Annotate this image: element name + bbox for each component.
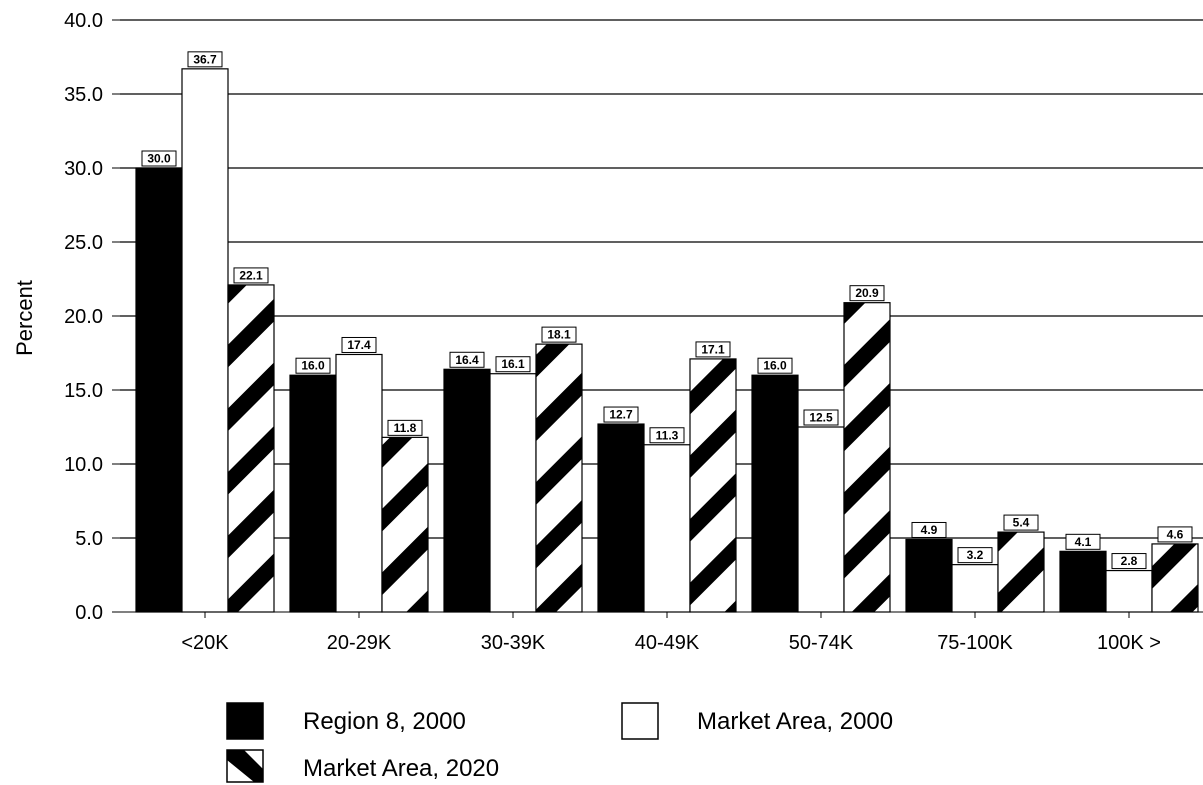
data-label-box (141, 150, 177, 167)
data-label-box (387, 419, 423, 436)
data-label-box (1111, 553, 1147, 570)
data-label-box (849, 285, 885, 302)
data-label-box (957, 547, 993, 564)
data-label-region-8-2000-100k: 4.1 (1075, 535, 1092, 549)
data-label-region-8-2000-40-49k: 12.7 (609, 408, 633, 422)
bar-market-area-2000-40-49k (643, 444, 691, 613)
legend-label-region-8-2000: Region 8, 2000 (303, 708, 466, 735)
y-tick-label: 10.0 (64, 454, 103, 476)
data-label-market-area-2020-30-39k: 18.1 (547, 328, 571, 342)
data-label-box (1065, 533, 1101, 550)
data-labels: 30.0 36.7 22.1 16.0 17.4 11.8 16.4 16.1 18.1 12.7… (141, 51, 1193, 570)
x-axis: <20K 20-29K 30-39K 40-49K 50-74K 75-100K 100K … (120, 611, 1203, 654)
bar-market-area-2000-20-29k (335, 353, 383, 613)
data-label-box (911, 521, 947, 538)
y-tick-label: 20.0 (64, 306, 103, 328)
y-axis-title: Percent (12, 280, 37, 356)
bar-market-area-2020-40-49k (689, 358, 737, 613)
bar-region-8-2000-50-74k (751, 374, 799, 613)
bar-market-area-2020-75-100k (997, 531, 1045, 613)
y-tick-label: 0.0 (75, 602, 103, 624)
y-tick-label: 35.0 (64, 84, 103, 106)
legend-label-market-area-2000: Market Area, 2000 (697, 708, 893, 735)
bar-region-8-2000-30-39k (443, 368, 491, 613)
data-label-box (341, 336, 377, 353)
data-label-box (603, 406, 639, 423)
x-tick-label: 40-49K (635, 632, 700, 654)
data-label-market-area-2000-20k: 36.7 (193, 52, 217, 66)
data-label-box (233, 267, 269, 284)
data-label-region-8-2000-20-29k: 16.0 (301, 359, 325, 373)
data-label-box (757, 357, 793, 374)
bar-market-area-2020-20k (227, 284, 275, 613)
data-label-region-8-2000-75-100k: 4.9 (921, 523, 938, 537)
bars (135, 68, 1199, 613)
data-label-box (187, 51, 223, 68)
data-label-market-area-2000-50-74k: 12.5 (809, 411, 833, 425)
x-tick-label: 20-29K (327, 632, 392, 654)
x-tick-label: 50-74K (789, 632, 854, 654)
bar-market-area-2000-100k (1105, 569, 1153, 613)
bar-market-area-2000-30-39k (489, 373, 537, 613)
data-label-region-8-2000-30-39k: 16.4 (455, 353, 479, 367)
data-label-market-area-2020-20-29k: 11.8 (394, 421, 417, 435)
data-label-market-area-2020-100k: 4.6 (1167, 527, 1184, 541)
data-label-box (541, 326, 577, 343)
y-axis: 0.0 5.0 10.0 15.0 20.0 25.0 30.0 35.0 40.0 (64, 10, 120, 624)
data-label-market-area-2000-40-49k: 11.3 (656, 428, 679, 442)
x-tick-label: 100K > (1097, 632, 1161, 654)
bar-region-8-2000-100k (1059, 550, 1107, 613)
data-label-box (649, 427, 685, 444)
y-tick-label: 25.0 (64, 232, 103, 254)
bar-region-8-2000-20-29k (289, 374, 337, 613)
data-label-box (1003, 514, 1039, 531)
data-label-box (295, 357, 331, 374)
legend-swatch-market-area-2000 (621, 702, 659, 740)
y-tick-label: 30.0 (64, 158, 103, 180)
bar-region-8-2000-75-100k (905, 538, 953, 613)
legend-swatch-region-8-2000 (226, 702, 264, 740)
data-label-region-8-2000-50-74k: 16.0 (763, 359, 787, 373)
bar-market-area-2000-20k (181, 68, 229, 613)
data-label-region-8-2000-20k: 30.0 (147, 152, 171, 166)
bar-market-area-2020-50-74k (843, 302, 891, 613)
bar-market-area-2020-20-29k (381, 436, 429, 613)
bar-region-8-2000-40-49k (597, 423, 645, 613)
data-label-market-area-2020-20k: 22.1 (239, 268, 263, 282)
data-label-market-area-2000-30-39k: 16.1 (501, 357, 525, 371)
legend-swatch-market-area-2020-stripe (227, 750, 263, 782)
data-label-market-area-2020-40-49k: 17.1 (701, 342, 725, 356)
data-label-market-area-2020-75-100k: 5.4 (1013, 516, 1030, 530)
bar-market-area-2000-50-74k (797, 426, 845, 613)
y-tick-label: 40.0 (64, 10, 103, 32)
bar-region-8-2000-20k (135, 167, 183, 613)
bar-market-area-2020-30-39k (535, 343, 583, 613)
data-label-market-area-2000-20-29k: 17.4 (347, 338, 371, 352)
data-label-box (1157, 526, 1193, 543)
data-label-market-area-2000-75-100k: 3.2 (967, 548, 984, 562)
data-label-box (495, 356, 531, 373)
x-tick-label: <20K (181, 632, 229, 654)
data-label-box (803, 409, 839, 426)
x-tick-label: 30-39K (481, 632, 546, 654)
y-tick-label: 5.0 (75, 528, 103, 550)
bar-market-area-2000-75-100k (951, 564, 999, 613)
y-tick-label: 15.0 (64, 380, 103, 402)
x-tick-label: 75-100K (937, 632, 1013, 654)
legend: Region 8, 2000 Market Area, 2000 Market … (226, 702, 893, 783)
data-label-market-area-2000-100k: 2.8 (1121, 554, 1138, 568)
bar-market-area-2020-100k (1151, 543, 1199, 613)
data-label-market-area-2020-50-74k: 20.9 (855, 286, 879, 300)
legend-label-market-area-2020: Market Area, 2020 (303, 755, 499, 782)
data-label-box (695, 341, 731, 358)
data-label-box (449, 351, 485, 368)
